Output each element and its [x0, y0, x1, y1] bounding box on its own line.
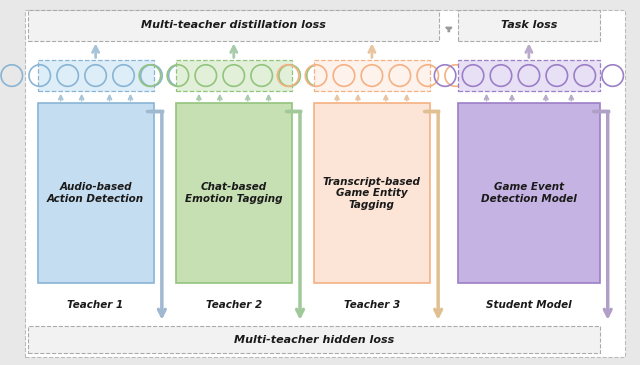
Bar — [175, 103, 292, 283]
Bar — [38, 103, 154, 283]
Bar — [314, 60, 430, 91]
Text: Multi-teacher hidden loss: Multi-teacher hidden loss — [234, 335, 394, 345]
Bar — [28, 10, 440, 41]
Bar — [38, 60, 154, 91]
Text: Chat-based
Emotion Tagging: Chat-based Emotion Tagging — [185, 182, 282, 204]
Bar — [458, 60, 600, 91]
Text: Transcript-based
Game Entity
Tagging: Transcript-based Game Entity Tagging — [323, 177, 421, 210]
Text: Teacher 3: Teacher 3 — [344, 300, 400, 310]
Bar — [175, 60, 292, 91]
Text: Student Model: Student Model — [486, 300, 572, 310]
Text: Audio-based
Action Detection: Audio-based Action Detection — [47, 182, 144, 204]
Text: Teacher 1: Teacher 1 — [67, 300, 124, 310]
Text: Multi-teacher distillation loss: Multi-teacher distillation loss — [141, 20, 326, 30]
Bar — [458, 10, 600, 41]
Bar — [458, 103, 600, 283]
Text: Game Event
Detection Model: Game Event Detection Model — [481, 182, 577, 204]
Text: Task loss: Task loss — [500, 20, 557, 30]
Text: Teacher 2: Teacher 2 — [205, 300, 262, 310]
Bar — [28, 326, 600, 353]
Bar — [314, 103, 430, 283]
